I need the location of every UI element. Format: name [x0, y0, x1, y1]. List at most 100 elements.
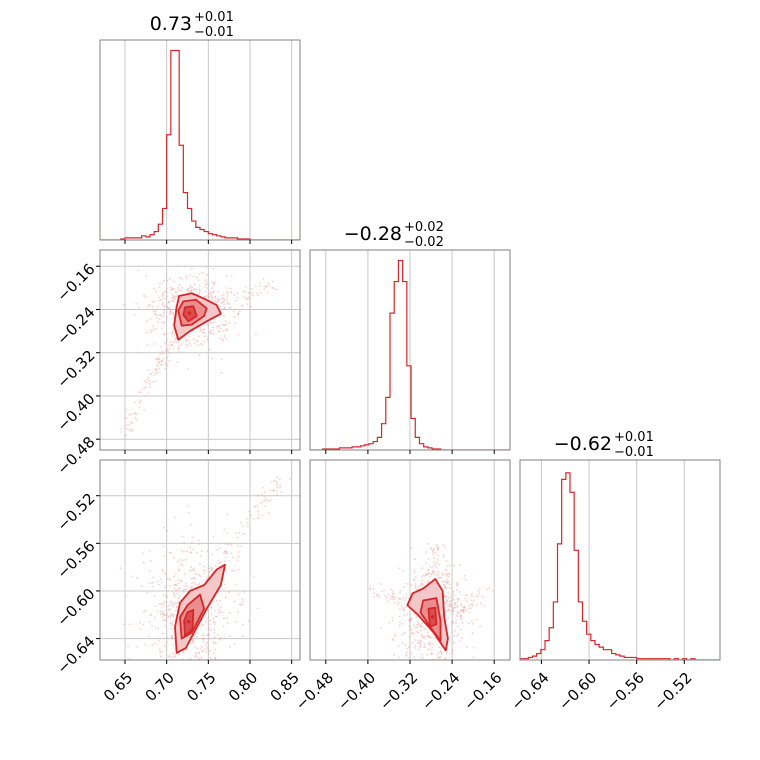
scatter-point [192, 567, 195, 570]
scatter-point [156, 610, 159, 613]
scatter-point [180, 549, 183, 552]
scatter-point [173, 575, 176, 578]
scatter-point [179, 563, 182, 566]
scatter-point [265, 498, 268, 500]
scatter-point [139, 391, 142, 394]
scatter-point [159, 603, 161, 605]
scatter-point [166, 595, 169, 598]
scatter-point [195, 551, 198, 554]
scatter-point [491, 589, 494, 592]
scatter-point [185, 275, 188, 278]
scatter-point [161, 632, 164, 635]
scatter-point [276, 486, 279, 489]
scatter-point [241, 524, 244, 527]
scatter-point [166, 529, 169, 532]
scatter-point [443, 583, 446, 586]
scatter-point [448, 564, 451, 567]
scatter-point [144, 385, 147, 388]
scatter-point [153, 642, 156, 645]
scatter-point [203, 565, 205, 568]
scatter-point [160, 602, 163, 605]
histogram-title-sub: −0.02 [404, 235, 444, 250]
scatter-point [445, 652, 448, 655]
scatter-point [425, 573, 428, 575]
scatter-point [457, 633, 460, 636]
scatter-point [158, 361, 161, 363]
scatter-point [410, 617, 412, 620]
scatter-point [165, 333, 168, 335]
scatter-point [209, 321, 212, 324]
scatter-point [182, 650, 185, 652]
scatter-point [428, 572, 430, 575]
scatter-point [165, 316, 168, 319]
scatter-point [199, 327, 202, 329]
scatter-point [414, 583, 416, 585]
scatter-point [473, 646, 476, 649]
scatter-point [161, 569, 164, 571]
scatter-point [162, 613, 165, 616]
scatter-point [435, 574, 438, 577]
scatter-point [415, 588, 418, 591]
scatter-point [405, 662, 407, 664]
scatter-point [222, 625, 225, 628]
scatter-point [154, 626, 157, 629]
scatter-point [275, 489, 278, 492]
scatter-point [251, 292, 254, 294]
scatter-point [408, 625, 411, 628]
scatter-point [448, 586, 451, 589]
scatter-point [456, 584, 459, 586]
scatter-point [174, 573, 177, 576]
scatter-point [456, 635, 459, 638]
scatter-point [453, 641, 456, 644]
scatter-point [244, 286, 247, 288]
scatter-point [207, 628, 210, 631]
scatter-point [183, 664, 185, 666]
scatter-point [213, 282, 216, 284]
scatter-point [138, 621, 141, 624]
scatter-point [427, 558, 430, 560]
scatter-point [461, 621, 464, 624]
scatter-point [216, 325, 219, 328]
scatter-point [201, 550, 203, 553]
scatter-point [158, 583, 161, 586]
scatter-point [429, 547, 432, 550]
scatter-point [159, 314, 162, 316]
scatter-point [222, 551, 225, 554]
scatter-point [256, 294, 259, 297]
scatter-point [173, 587, 176, 590]
scatter-point [426, 653, 429, 656]
scatter-point [233, 643, 236, 645]
scatter-point [158, 371, 161, 374]
scatter-point [240, 521, 242, 524]
scatter-point [156, 305, 159, 308]
scatter-point [391, 595, 394, 598]
scatter-point [466, 646, 468, 648]
scatter-point [460, 603, 463, 605]
scatter-point [164, 290, 167, 293]
scatter-point [148, 380, 151, 382]
scatter-point [434, 551, 437, 554]
scatter-point [260, 501, 263, 504]
scatter-point [165, 305, 168, 307]
scatter-point [447, 581, 450, 584]
scatter-point [164, 586, 166, 589]
scatter-point [163, 315, 165, 318]
scatter-point [175, 589, 178, 592]
scatter-point [155, 317, 158, 320]
scatter-point [407, 646, 410, 649]
scatter-point [174, 290, 177, 293]
scatter-point [424, 645, 426, 648]
scatter-point [171, 308, 174, 311]
scatter-point [212, 267, 215, 270]
scatter-point [178, 660, 180, 662]
scatter-point [143, 294, 146, 297]
scatter-point [233, 600, 236, 603]
scatter-point [445, 575, 448, 577]
scatter-point [403, 614, 406, 617]
scatter-point [237, 555, 240, 558]
scatter-point [451, 619, 454, 622]
x-tick-label: −0.16 [460, 669, 505, 714]
scatter-point [185, 582, 187, 585]
scatter-point [432, 547, 435, 550]
scatter-point [447, 617, 450, 619]
